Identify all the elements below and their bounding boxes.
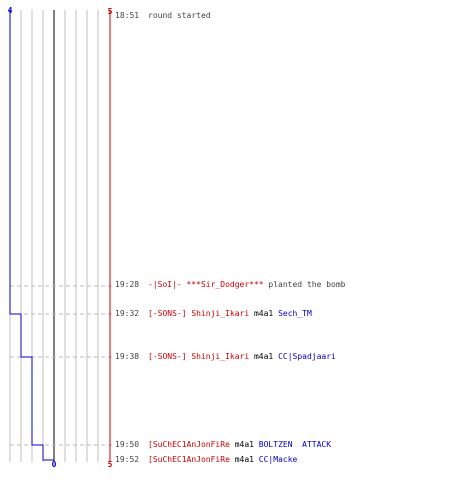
score-bottom-right: 5 bbox=[108, 460, 113, 469]
event-segment: [SuChEC1AnJonFiRe bbox=[148, 455, 230, 464]
score-top-left: 4 bbox=[8, 6, 13, 15]
score-bottom-left: 0 bbox=[52, 460, 57, 469]
event-time: 19:50 bbox=[115, 440, 140, 449]
event-time: 19:52 bbox=[115, 455, 140, 464]
event-segment: [SuChEC1AnJonFiRe bbox=[148, 440, 230, 449]
event-time: 18:51 bbox=[115, 11, 140, 20]
event-segment: [-SONS-] Shinji_Ikari bbox=[148, 309, 250, 318]
event-text: -|SoI|- ***Sir_Dodger*** planted the bom… bbox=[148, 280, 345, 290]
event-segment: BOLTZEN ATTACK bbox=[258, 440, 332, 449]
event-segment: round started bbox=[148, 11, 211, 20]
player-grid bbox=[9, 10, 99, 462]
event-segment: m4a1 bbox=[249, 352, 279, 361]
event-segment: m4a1 bbox=[249, 309, 279, 318]
event-segment: [-SONS-] Shinji_Ikari bbox=[148, 352, 250, 361]
blue-team-steps bbox=[9, 10, 54, 461]
event-text: [SuChEC1AnJonFiRe m4a1 BOLTZEN ATTACK bbox=[148, 440, 331, 450]
event-segment: -|SoI|- ***Sir_Dodger*** bbox=[148, 280, 264, 289]
event-text: round started bbox=[148, 11, 211, 21]
event-segment: planted the bomb bbox=[263, 280, 346, 289]
event-text: [-SONS-] Shinji_Ikari m4a1 Sech_TM bbox=[148, 309, 312, 319]
event-time: 19:32 bbox=[115, 309, 140, 318]
event-segment: CC|Macke bbox=[258, 455, 298, 464]
event-segment: Sech_TM bbox=[278, 309, 312, 318]
event-segment: CC|Spadjaari bbox=[278, 352, 336, 361]
event-time: 19:38 bbox=[115, 352, 140, 361]
event-guides bbox=[10, 285, 112, 446]
score-top-right: 5 bbox=[108, 7, 113, 16]
event-text: [-SONS-] Shinji_Ikari m4a1 CC|Spadjaari bbox=[148, 352, 336, 362]
event-segment: m4a1 bbox=[229, 455, 259, 464]
event-time: 19:28 bbox=[115, 280, 140, 289]
event-segment: m4a1 bbox=[229, 440, 259, 449]
event-text: [SuChEC1AnJonFiRe m4a1 CC|Macke bbox=[148, 455, 297, 465]
